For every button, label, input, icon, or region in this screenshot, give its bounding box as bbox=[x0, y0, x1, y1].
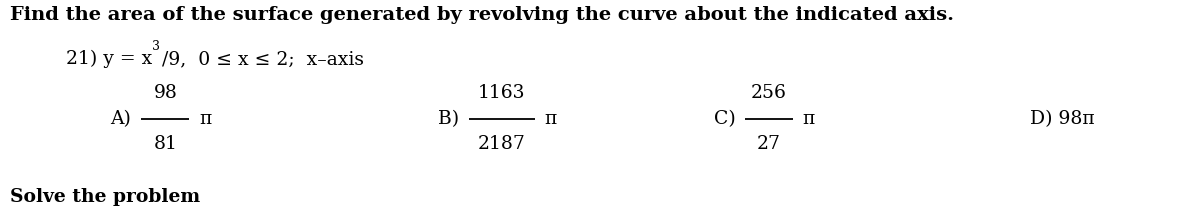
Text: 2187: 2187 bbox=[478, 135, 526, 153]
Text: 27: 27 bbox=[757, 135, 781, 153]
Text: 3: 3 bbox=[152, 40, 160, 53]
Text: 98: 98 bbox=[154, 84, 178, 102]
Text: Solve the problem: Solve the problem bbox=[10, 188, 199, 206]
Text: /9,  0 ≤ x ≤ 2;  x–axis: /9, 0 ≤ x ≤ 2; x–axis bbox=[162, 50, 364, 68]
Text: 21) y = x: 21) y = x bbox=[66, 50, 152, 68]
Text: 81: 81 bbox=[154, 135, 178, 153]
Text: Find the area of the surface generated by revolving the curve about the indicate: Find the area of the surface generated b… bbox=[10, 6, 954, 24]
Text: π: π bbox=[803, 110, 815, 128]
Text: π: π bbox=[199, 110, 211, 128]
Text: π: π bbox=[545, 110, 557, 128]
Text: D) 98π: D) 98π bbox=[1030, 110, 1094, 128]
Text: B): B) bbox=[438, 110, 466, 128]
Text: C): C) bbox=[714, 110, 742, 128]
Text: A): A) bbox=[110, 110, 137, 128]
Text: 1163: 1163 bbox=[478, 84, 526, 102]
Text: 256: 256 bbox=[751, 84, 787, 102]
